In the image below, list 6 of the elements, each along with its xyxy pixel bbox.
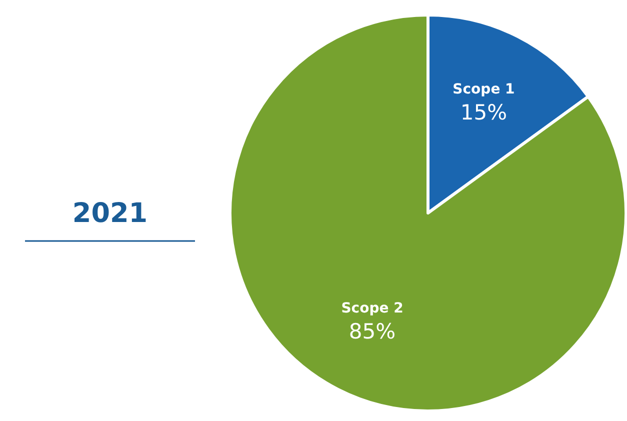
slice-label: Scope 2 [341, 300, 404, 316]
slice-label: Scope 1 [452, 82, 515, 98]
data-label: 15% [460, 100, 508, 125]
text: 2021 [72, 198, 148, 229]
data-label: 85% [348, 319, 396, 344]
pie-slice [228, 14, 627, 412]
